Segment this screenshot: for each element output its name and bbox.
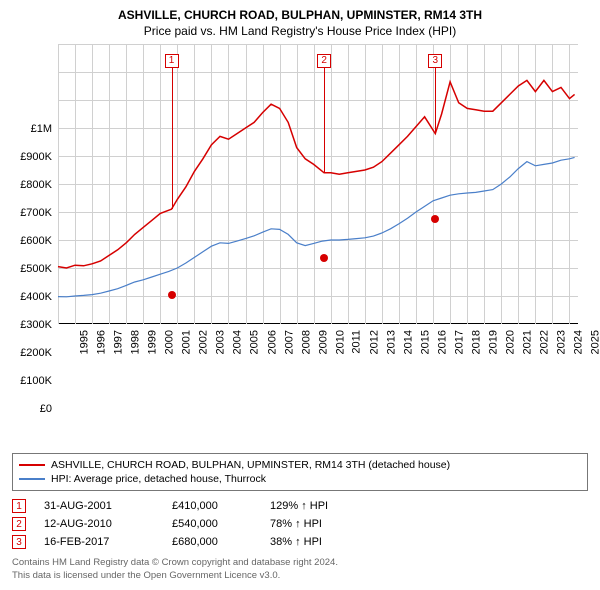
- row-date: 16-FEB-2017: [44, 536, 154, 548]
- x-axis-label: 1999: [147, 330, 159, 354]
- marker-connector: [172, 68, 173, 209]
- row-pct: 129% ↑ HPI: [270, 500, 380, 512]
- table-row: 3 16-FEB-2017 £680,000 38% ↑ HPI: [12, 533, 588, 551]
- legend-swatch: [19, 464, 45, 466]
- row-price: £680,000: [172, 536, 252, 548]
- table-row: 1 31-AUG-2001 £410,000 129% ↑ HPI: [12, 497, 588, 515]
- row-date: 12-AUG-2010: [44, 518, 154, 530]
- x-axis-label: 2024: [573, 330, 585, 354]
- legend-swatch: [19, 478, 45, 480]
- x-axis-label: 2009: [317, 330, 329, 354]
- row-price: £410,000: [172, 500, 252, 512]
- x-axis-label: 2012: [368, 330, 380, 354]
- row-marker: 1: [12, 499, 26, 513]
- legend-item: ASHVILLE, CHURCH ROAD, BULPHAN, UPMINSTE…: [19, 458, 581, 472]
- x-axis-label: 2006: [266, 330, 278, 354]
- marker-box: 3: [428, 54, 442, 68]
- x-axis-label: 2004: [232, 330, 244, 354]
- x-axis-label: 2014: [402, 330, 414, 354]
- row-marker: 3: [12, 535, 26, 549]
- series-line: [58, 157, 575, 296]
- x-axis-label: 1995: [78, 330, 90, 354]
- x-axis-label: 2023: [556, 330, 568, 354]
- x-axis-label: 2021: [522, 330, 534, 354]
- x-axis-label: 1997: [113, 330, 125, 354]
- x-axis-label: 2011: [350, 330, 362, 354]
- legend-label: HPI: Average price, detached house, Thur…: [51, 473, 266, 485]
- x-axis-label: 2017: [454, 330, 466, 354]
- legend: ASHVILLE, CHURCH ROAD, BULPHAN, UPMINSTE…: [12, 453, 588, 491]
- x-axis-label: 2018: [471, 330, 483, 354]
- row-pct: 38% ↑ HPI: [270, 536, 380, 548]
- x-axis-label: 2025: [590, 330, 600, 354]
- marker-connector: [435, 68, 436, 134]
- x-axis-label: 2013: [385, 330, 397, 354]
- x-axis-label: 1996: [96, 330, 108, 354]
- chart-subtitle: Price paid vs. HM Land Registry's House …: [12, 24, 588, 38]
- x-axis-label: 2002: [198, 330, 210, 354]
- chart-lines: [12, 44, 578, 324]
- marker-dot: [320, 254, 328, 262]
- x-axis-label: 2003: [215, 330, 227, 354]
- y-axis-label: £200K: [12, 347, 52, 359]
- x-axis-label: 2019: [488, 330, 500, 354]
- legend-label: ASHVILLE, CHURCH ROAD, BULPHAN, UPMINSTE…: [51, 459, 450, 471]
- row-pct: 78% ↑ HPI: [270, 518, 380, 530]
- chart-area: £0£100K£200K£300K£400K£500K£600K£700K£80…: [12, 44, 588, 449]
- chart-title: ASHVILLE, CHURCH ROAD, BULPHAN, UPMINSTE…: [12, 8, 588, 22]
- x-axis-label: 2015: [419, 330, 431, 354]
- x-axis-label: 2022: [539, 330, 551, 354]
- footer-line: This data is licensed under the Open Gov…: [12, 570, 588, 582]
- chart-titles: ASHVILLE, CHURCH ROAD, BULPHAN, UPMINSTE…: [12, 8, 588, 38]
- footer: Contains HM Land Registry data © Crown c…: [12, 557, 588, 582]
- row-date: 31-AUG-2001: [44, 500, 154, 512]
- sales-table: 1 31-AUG-2001 £410,000 129% ↑ HPI 2 12-AUG-20…: [12, 497, 588, 551]
- y-axis-label: £100K: [12, 375, 52, 387]
- x-axis-label: 2008: [300, 330, 312, 354]
- legend-item: HPI: Average price, detached house, Thur…: [19, 472, 581, 486]
- marker-box: 2: [317, 54, 331, 68]
- x-axis-label: 2016: [437, 330, 449, 354]
- marker-dot: [431, 215, 439, 223]
- marker-connector: [324, 68, 325, 173]
- x-axis-label: 2005: [249, 330, 261, 354]
- series-line: [58, 80, 575, 268]
- y-axis-label: £0: [12, 403, 52, 415]
- x-axis-label: 2001: [181, 330, 193, 354]
- marker-box: 1: [165, 54, 179, 68]
- x-axis-label: 2020: [505, 330, 517, 354]
- x-axis-label: 1998: [130, 330, 142, 354]
- row-price: £540,000: [172, 518, 252, 530]
- footer-line: Contains HM Land Registry data © Crown c…: [12, 557, 588, 569]
- marker-dot: [168, 291, 176, 299]
- x-axis-label: 2007: [283, 330, 295, 354]
- x-axis-label: 2010: [334, 330, 346, 354]
- x-axis-label: 2000: [164, 330, 176, 354]
- row-marker: 2: [12, 517, 26, 531]
- table-row: 2 12-AUG-2010 £540,000 78% ↑ HPI: [12, 515, 588, 533]
